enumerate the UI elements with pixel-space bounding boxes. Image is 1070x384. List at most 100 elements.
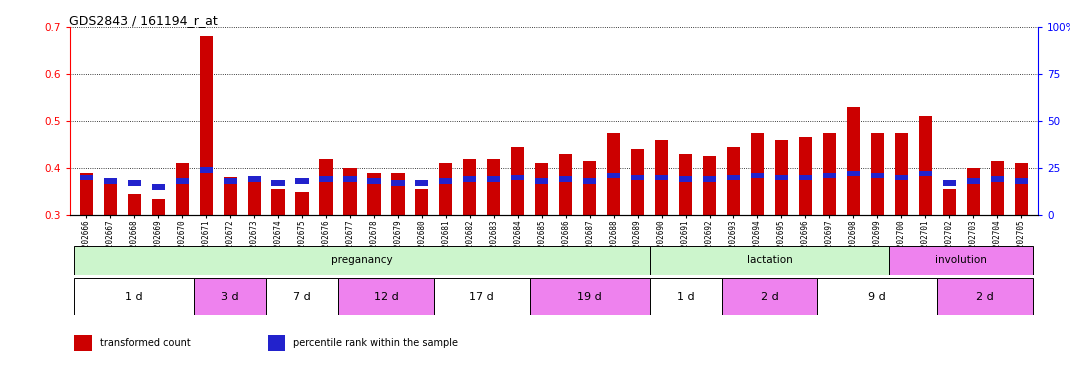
Bar xyxy=(966,168,980,215)
Bar xyxy=(751,133,764,215)
Bar xyxy=(320,159,333,215)
Bar xyxy=(415,189,428,215)
Text: 2 d: 2 d xyxy=(761,291,778,302)
Bar xyxy=(487,177,501,182)
Bar xyxy=(511,175,524,180)
Bar xyxy=(560,154,572,215)
Text: percentile rank within the sample: percentile rank within the sample xyxy=(293,338,458,348)
Bar xyxy=(152,199,165,215)
Bar xyxy=(152,184,165,190)
Text: involution: involution xyxy=(935,255,988,265)
Bar xyxy=(247,177,261,182)
Bar xyxy=(919,116,932,215)
Bar xyxy=(247,177,261,215)
Bar xyxy=(631,175,644,180)
Bar xyxy=(272,189,285,215)
Bar xyxy=(127,180,141,186)
Bar xyxy=(463,159,476,215)
Bar xyxy=(338,278,433,315)
Text: 19 d: 19 d xyxy=(578,291,602,302)
Bar xyxy=(343,168,356,215)
Bar xyxy=(703,156,716,215)
Bar xyxy=(560,177,572,182)
Text: 2 d: 2 d xyxy=(976,291,994,302)
Bar xyxy=(966,178,980,184)
Bar xyxy=(1014,178,1027,184)
Bar xyxy=(295,178,308,184)
Bar xyxy=(266,278,338,315)
Bar xyxy=(224,177,236,215)
Bar xyxy=(943,189,956,215)
Bar xyxy=(320,177,333,182)
Bar xyxy=(367,173,381,215)
Bar xyxy=(392,173,404,215)
Bar xyxy=(295,192,308,215)
Bar xyxy=(889,246,1034,275)
Bar xyxy=(74,246,649,275)
Bar xyxy=(194,278,266,315)
Bar xyxy=(775,140,788,215)
Bar xyxy=(655,175,668,180)
Bar xyxy=(392,180,404,186)
Bar xyxy=(367,178,381,184)
Bar xyxy=(530,278,649,315)
Text: 7 d: 7 d xyxy=(293,291,311,302)
Bar xyxy=(679,177,692,182)
Bar xyxy=(583,178,596,184)
Bar xyxy=(631,149,644,215)
Bar xyxy=(991,161,1004,215)
Bar xyxy=(80,175,93,180)
Bar xyxy=(1014,163,1027,215)
Text: 1 d: 1 d xyxy=(676,291,694,302)
Bar xyxy=(224,178,236,184)
Bar xyxy=(175,178,188,184)
Bar xyxy=(799,137,812,215)
Bar xyxy=(74,278,194,315)
Bar xyxy=(799,175,812,180)
Bar xyxy=(871,133,884,215)
Text: preganancy: preganancy xyxy=(331,255,393,265)
Bar xyxy=(75,335,92,351)
Bar xyxy=(104,180,117,215)
Bar xyxy=(919,171,932,177)
Text: 1 d: 1 d xyxy=(125,291,143,302)
Bar xyxy=(175,163,188,215)
Bar xyxy=(535,163,548,215)
Bar xyxy=(937,278,1034,315)
Bar xyxy=(895,133,907,215)
Text: 17 d: 17 d xyxy=(470,291,494,302)
Bar xyxy=(463,177,476,182)
Text: transformed count: transformed count xyxy=(100,338,190,348)
Bar xyxy=(846,171,860,177)
Bar xyxy=(127,194,141,215)
Bar xyxy=(433,278,530,315)
Bar xyxy=(607,133,621,215)
Text: 3 d: 3 d xyxy=(221,291,239,302)
Bar xyxy=(104,178,117,184)
Bar xyxy=(655,140,668,215)
Bar xyxy=(80,173,93,215)
Bar xyxy=(272,180,285,186)
Text: lactation: lactation xyxy=(747,255,792,265)
Bar xyxy=(535,178,548,184)
Bar xyxy=(775,175,788,180)
Bar xyxy=(511,147,524,215)
Bar xyxy=(583,161,596,215)
Bar xyxy=(871,173,884,178)
Bar xyxy=(269,335,286,351)
Text: 9 d: 9 d xyxy=(869,291,886,302)
Bar xyxy=(943,180,956,186)
Bar xyxy=(823,133,836,215)
Bar xyxy=(751,173,764,178)
Bar xyxy=(846,107,860,215)
Bar xyxy=(607,173,621,178)
Bar xyxy=(487,159,501,215)
Bar xyxy=(823,173,836,178)
Bar xyxy=(200,167,213,173)
Bar xyxy=(703,177,716,182)
Bar xyxy=(727,147,740,215)
Bar xyxy=(817,278,937,315)
Bar xyxy=(200,36,213,215)
Bar xyxy=(440,163,453,215)
Bar xyxy=(415,180,428,186)
